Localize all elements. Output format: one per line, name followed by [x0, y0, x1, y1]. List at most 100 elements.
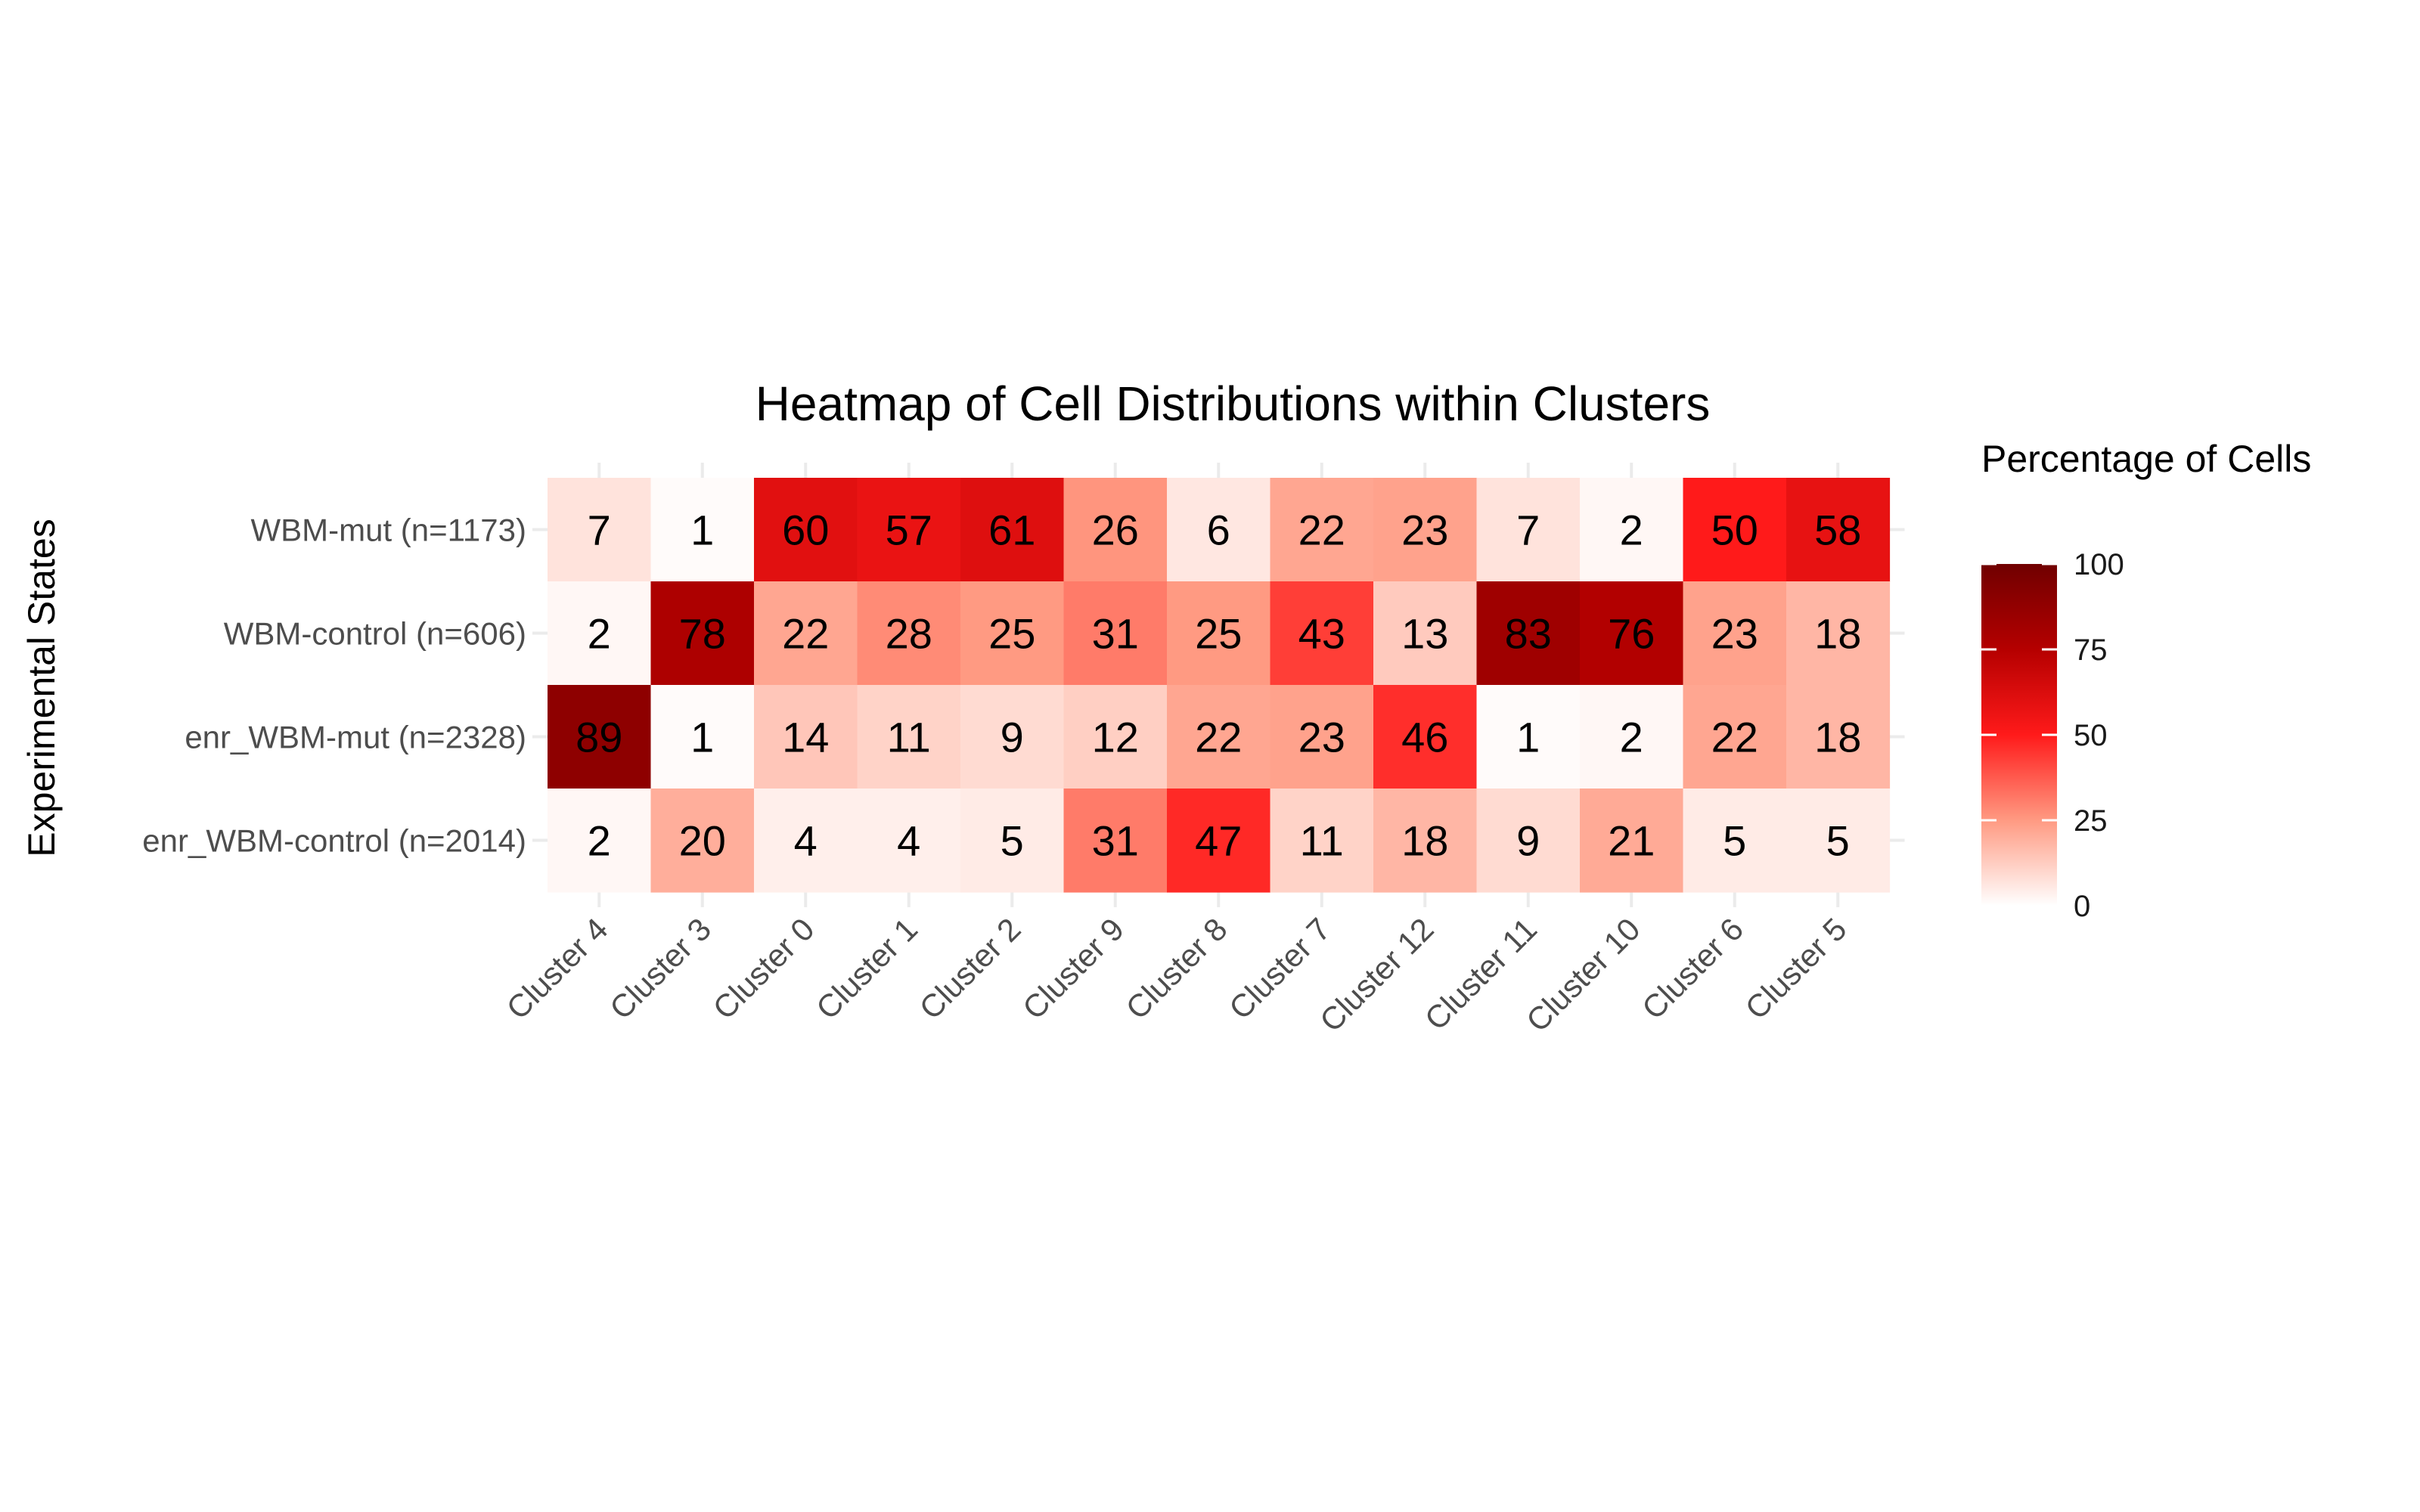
heatmap-cell: [1476, 478, 1581, 582]
cell-value-label: 22: [1298, 507, 1345, 554]
heatmap-cell: [1373, 581, 1478, 686]
heatmap-cell: [1683, 581, 1787, 686]
heatmap-cell: [1683, 685, 1787, 789]
heatmap-cell: [1063, 789, 1168, 893]
heatmap-cell: [960, 789, 1065, 893]
heatmap-cell: [1063, 685, 1168, 789]
cell-value-label: 5: [1723, 817, 1746, 865]
cell-value-label: 18: [1401, 817, 1448, 865]
heatmap-cell: [1683, 478, 1787, 582]
cell-value-label: 28: [886, 610, 932, 658]
legend-title: Percentage of Cells: [1981, 438, 2311, 480]
cell-value-label: 58: [1814, 507, 1861, 554]
y-tick-label: enr_WBM-control (n=2014): [142, 823, 526, 859]
cell-value-label: 25: [988, 610, 1035, 658]
heatmap-cell: [754, 685, 858, 789]
cell-value-label: 5: [1826, 817, 1850, 865]
heatmap-cell: [857, 478, 961, 582]
heatmap-cell: [1167, 685, 1271, 789]
x-tick-label: Cluster 5: [1739, 911, 1854, 1026]
cell-value-label: 89: [576, 714, 622, 761]
heatmap-cell: [1270, 478, 1374, 582]
heatmap-cell: [857, 581, 961, 686]
x-tick-label: Cluster 2: [913, 911, 1028, 1026]
heatmap-cell: [1167, 581, 1271, 686]
heatmap-cell: [650, 478, 755, 582]
heatmap-cell: [1580, 685, 1684, 789]
cell-value-label: 2: [588, 610, 611, 658]
cell-value-label: 21: [1608, 817, 1655, 865]
heatmap-cell: [1373, 789, 1478, 893]
cell-value-label: 7: [1516, 507, 1540, 554]
heatmap-cell: [1373, 685, 1478, 789]
cell-value-label: 6: [1207, 507, 1230, 554]
cell-value-label: 60: [782, 507, 829, 554]
heatmap-cell: [650, 581, 755, 686]
legend-tick-label: 50: [2074, 719, 2108, 752]
cell-value-label: 43: [1298, 610, 1345, 658]
cells-layer: [548, 478, 1891, 893]
cell-value-label: 78: [679, 610, 726, 658]
cell-value-label: 4: [897, 817, 920, 865]
x-tick-label: Cluster 0: [706, 911, 821, 1026]
legend-tick-label: 0: [2074, 890, 2090, 923]
heatmap-cell: [1167, 478, 1271, 582]
x-tick-label: Cluster 12: [1313, 911, 1441, 1039]
cell-value-label: 14: [782, 714, 829, 761]
heatmap-cell: [1476, 581, 1581, 686]
y-tick-label: WBM-mut (n=1173): [251, 513, 527, 548]
cell-value-label: 2: [1620, 507, 1643, 554]
cell-value-label: 12: [1092, 714, 1139, 761]
cell-value-label: 20: [679, 817, 726, 865]
heatmap-cell: [1786, 789, 1891, 893]
cell-value-label: 18: [1814, 610, 1861, 658]
cell-value-label: 2: [588, 817, 611, 865]
heatmap-cell: [1683, 789, 1787, 893]
cell-value-label: 9: [1516, 817, 1540, 865]
heatmap-cell: [1476, 789, 1581, 893]
cell-value-label: 4: [794, 817, 818, 865]
x-tick-label: Cluster 1: [809, 911, 924, 1026]
heatmap-cell: [1580, 478, 1684, 582]
cell-value-label: 50: [1711, 507, 1758, 554]
cell-value-label: 31: [1092, 610, 1139, 658]
heatmap-cell: [1270, 581, 1374, 686]
heatmap-cell: [1580, 581, 1684, 686]
legend-tick-label: 75: [2074, 634, 2108, 667]
cell-value-label: 83: [1505, 610, 1552, 658]
cell-value-label: 1: [690, 714, 714, 761]
cell-value-label: 22: [1711, 714, 1758, 761]
cell-value-label: 11: [887, 714, 931, 761]
cell-value-label: 1: [1516, 714, 1540, 761]
cell-value-label: 46: [1401, 714, 1448, 761]
cell-value-label: 18: [1814, 714, 1861, 761]
legend-tick-label: 25: [2074, 804, 2108, 838]
heatmap-cell: [1786, 581, 1891, 686]
cell-value-label: 22: [782, 610, 829, 658]
cell-value-label: 11: [1300, 817, 1344, 865]
cell-value-label: 22: [1195, 714, 1242, 761]
x-tick-label: Cluster 10: [1519, 911, 1647, 1039]
heatmap-cell: [1063, 581, 1168, 686]
cell-value-label: 5: [1001, 817, 1024, 865]
heatmap-cell: [754, 581, 858, 686]
heatmap-cell: [754, 789, 858, 893]
heatmap-cell: [1270, 789, 1374, 893]
y-tick-label: WBM-control (n=606): [224, 616, 526, 652]
color-legend: Percentage of Cells 0 25 50 75 100: [1981, 438, 2311, 923]
x-tick-label: Cluster 6: [1635, 911, 1750, 1026]
cell-value-label: 47: [1195, 817, 1242, 865]
y-tick-label: enr_WBM-mut (n=2328): [185, 720, 526, 755]
heatmap-cell: [1786, 478, 1891, 582]
heatmap-cell: [548, 685, 652, 789]
legend-tick-label: 100: [2074, 548, 2124, 581]
cell-value-label: 31: [1092, 817, 1139, 865]
heatmap-cell: [548, 581, 652, 686]
y-axis-title: Experimental States: [20, 519, 63, 857]
x-tick-label: Cluster 9: [1016, 911, 1131, 1026]
heatmap-cell: [1373, 478, 1478, 582]
heatmap-cell: [1476, 685, 1581, 789]
chart-title: Heatmap of Cell Distributions within Clu…: [755, 376, 1711, 431]
